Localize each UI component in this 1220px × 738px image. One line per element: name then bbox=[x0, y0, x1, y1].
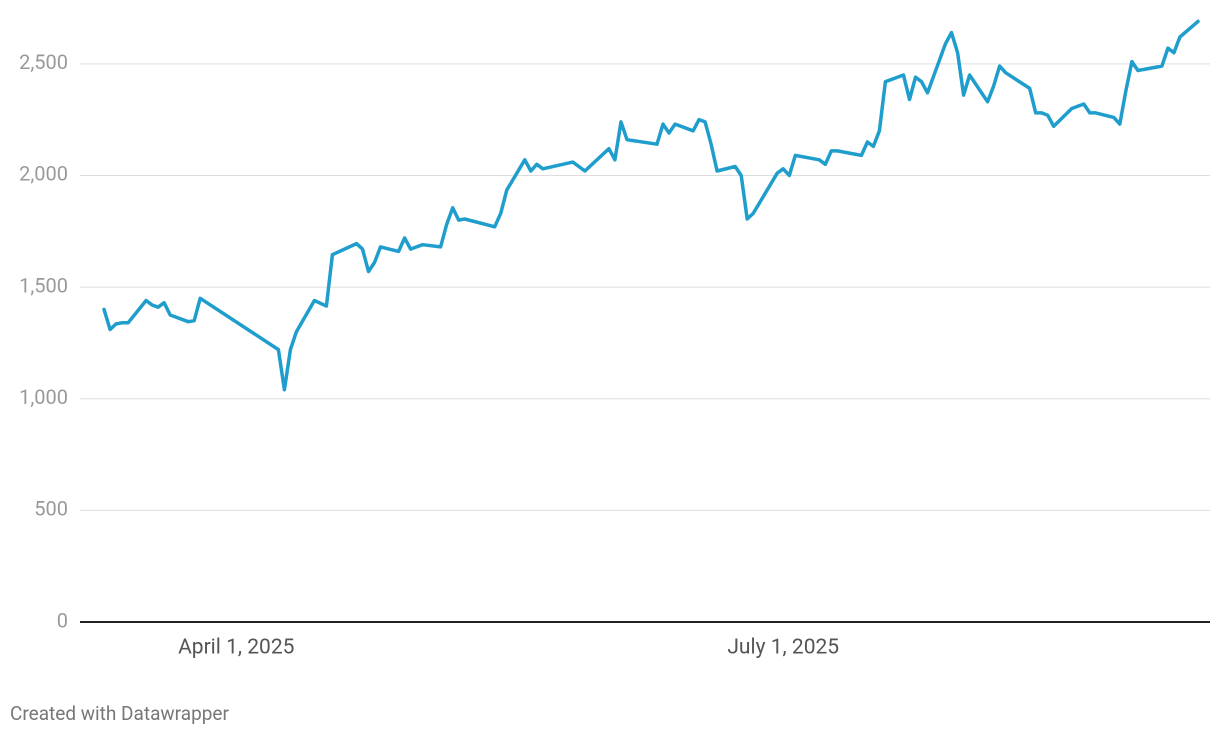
y-tick-label: 2,000 bbox=[19, 162, 68, 186]
x-tick-label: July 1, 2025 bbox=[727, 636, 839, 660]
line bbox=[102, 19, 1200, 392]
y-tick-label: 500 bbox=[34, 497, 68, 521]
credit: Created with Datawrapper bbox=[10, 702, 229, 725]
x-tick-label: April 1, 2025 bbox=[178, 636, 294, 660]
y-tick-label: 1,000 bbox=[19, 385, 68, 409]
y-tick-label: 0 bbox=[57, 608, 68, 632]
y-tick-label: 1,500 bbox=[19, 273, 68, 297]
y-tick-label: 2,500 bbox=[19, 50, 68, 74]
